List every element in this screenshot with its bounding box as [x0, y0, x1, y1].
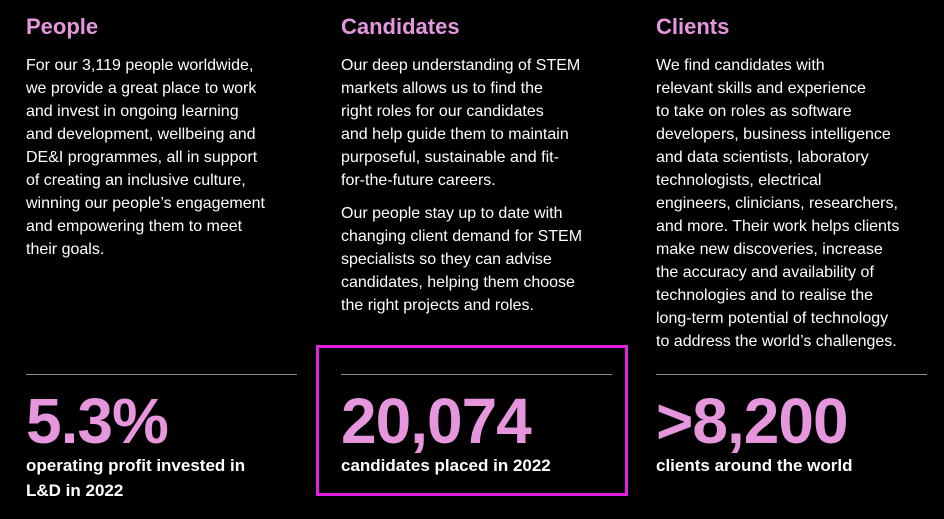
stat-label: candidates placed in 2022	[341, 453, 551, 478]
text-line: and help guide them to maintain	[341, 126, 569, 143]
text-line: specialists so they can advise	[341, 251, 552, 268]
text-line: the right projects and roles.	[341, 297, 534, 314]
text-line: of creating an inclusive culture,	[26, 172, 246, 189]
column: People For our 3,119 people worldwide, we …	[26, 0, 298, 519]
text-line: winning our people’s engagement	[26, 195, 265, 212]
divider	[26, 374, 297, 375]
text-line: candidates placed in 2022	[341, 456, 551, 475]
text-line: to take on roles as software	[656, 103, 852, 120]
text-line: operating profit invested in	[26, 456, 246, 475]
column-title: People	[26, 14, 99, 39]
text-line: markets allows us to find the	[341, 80, 543, 97]
text-line: relevant skills and experience	[656, 80, 866, 97]
stat-value: 20,074	[341, 385, 532, 457]
column: Candidates Our deep understanding of STEM…	[341, 0, 613, 519]
text-line: technologies and to realise the	[656, 287, 874, 304]
text-line: developers, business intelligence	[656, 126, 891, 143]
text-line: purposeful, sustainable and fit-	[341, 149, 559, 166]
text-line: changing client demand for STEM	[341, 228, 583, 245]
text-line: technologists, electrical	[656, 172, 822, 189]
text-line: engineers, clinicians, researchers,	[656, 195, 898, 212]
stat-label: operating profit invested in L&D in 2022	[26, 453, 245, 503]
text-line: For our 3,119 people worldwide,	[26, 57, 254, 74]
text-line: their goals.	[26, 241, 105, 258]
text-line: the accuracy and availability of	[656, 264, 874, 281]
text-line: clients around the world	[656, 456, 853, 475]
text-line: make new discoveries, increase	[656, 241, 883, 258]
column: Clients We find candidates with relevant s…	[656, 0, 928, 519]
text-line: Our deep understanding of STEM	[341, 57, 581, 74]
column-title: Clients	[656, 14, 730, 39]
text-line: and more. Their work helps clients	[656, 218, 900, 235]
paragraph: For our 3,119 people worldwide, we provid…	[26, 54, 265, 261]
stat-label: clients around the world	[656, 453, 852, 478]
text-line: L&D in 2022	[26, 481, 124, 500]
text-line: We find candidates with	[656, 57, 825, 74]
paragraph: Our people stay up to date with changing …	[341, 202, 582, 317]
text-line: for-the-future careers.	[341, 172, 496, 189]
text-line: to address the world’s challenges.	[656, 333, 897, 350]
text-line: right roles for our candidates	[341, 103, 544, 120]
stat-value: >8,200	[656, 385, 849, 457]
text-line: we provide a great place to work	[26, 80, 257, 97]
text-line: DE&I programmes, all in support	[26, 149, 258, 166]
text-line: long-term potential of technology	[656, 310, 889, 327]
text-line: and empowering them to meet	[26, 218, 243, 235]
divider	[656, 374, 927, 375]
highlight-box	[316, 345, 628, 496]
divider	[341, 374, 612, 375]
column-title: Candidates	[341, 14, 460, 39]
paragraph: We find candidates with relevant skills a…	[656, 54, 899, 353]
text-line: candidates, helping them choose	[341, 274, 575, 291]
text-line: Our people stay up to date with	[341, 205, 563, 222]
text-line: and invest in ongoing learning	[26, 103, 239, 120]
stat-value: 5.3%	[26, 385, 169, 457]
paragraph: Our deep understanding of STEM markets al…	[341, 54, 580, 192]
text-line: and data scientists, laboratory	[656, 149, 869, 166]
text-line: and development, wellbeing and	[26, 126, 256, 143]
